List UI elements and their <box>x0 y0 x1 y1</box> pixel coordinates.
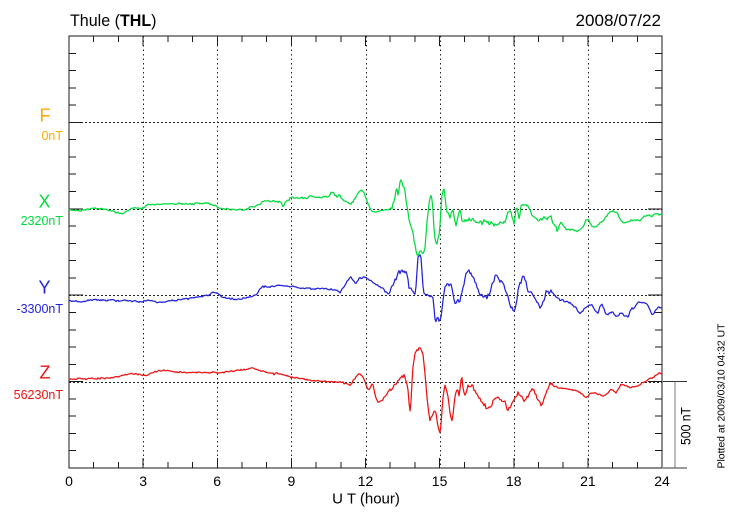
svg-text:2320nT: 2320nT <box>21 214 64 228</box>
svg-text:U T (hour): U T (hour) <box>332 491 400 508</box>
svg-text:Y: Y <box>38 278 50 298</box>
svg-text:X: X <box>38 192 50 212</box>
svg-text:-3300nT: -3300nT <box>16 302 63 316</box>
svg-text:3: 3 <box>139 473 147 489</box>
svg-text:2008/07/22: 2008/07/22 <box>576 11 662 30</box>
svg-text:0: 0 <box>65 473 73 489</box>
svg-text:24: 24 <box>654 473 670 489</box>
svg-text:21: 21 <box>580 473 596 489</box>
svg-text:56230nT: 56230nT <box>14 388 64 402</box>
svg-text:F: F <box>40 106 51 126</box>
svg-text:0nT: 0nT <box>41 129 63 143</box>
svg-text:12: 12 <box>358 473 374 489</box>
svg-text:6: 6 <box>213 473 221 489</box>
svg-text:15: 15 <box>432 473 448 489</box>
svg-text:Plotted at 2009/03/10 04:32 UT: Plotted at 2009/03/10 04:32 UT <box>717 324 728 469</box>
svg-text:500 nT: 500 nT <box>679 407 694 445</box>
svg-text:9: 9 <box>288 473 296 489</box>
svg-text:Thule (THL): Thule (THL) <box>70 11 157 30</box>
svg-text:18: 18 <box>506 473 522 489</box>
svg-text:Z: Z <box>40 363 51 383</box>
